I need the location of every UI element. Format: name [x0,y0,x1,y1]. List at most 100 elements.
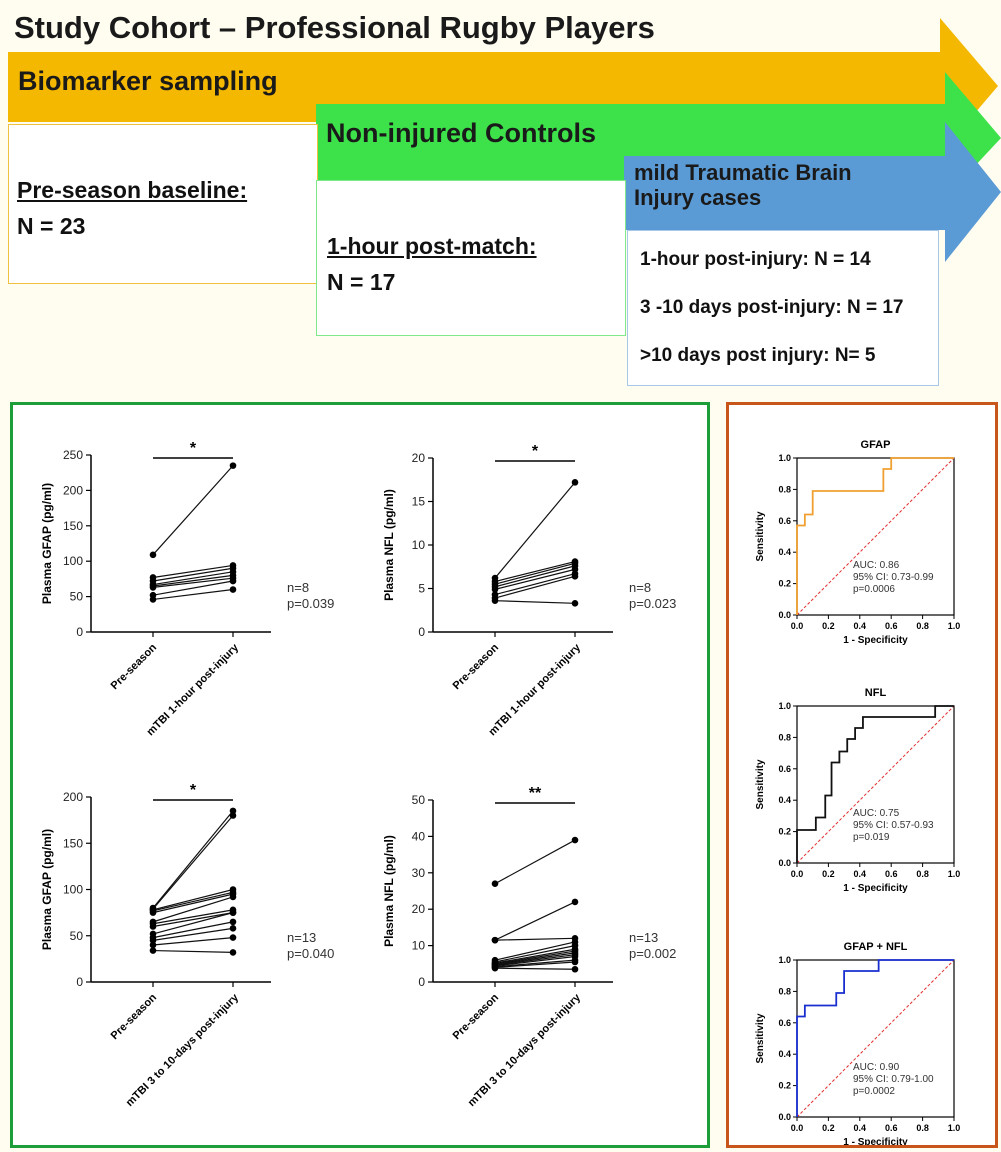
data-point [149,937,157,944]
postinjury-box: 1-hour post-injury: N = 14 3 -10 days po… [627,230,939,386]
mtbi-label-line1: mild Traumatic Brain [634,160,852,185]
x-tick-label: Pre-season [451,641,502,692]
paired-chart-2: 0 5 10 15 20 Plasma NFL (pg/ml) Pre-seasonmTBI… [382,443,676,738]
pair-line [494,967,576,970]
y-tick-label: 15 [412,495,426,509]
y-tick-label: 0 [418,625,425,639]
data-point [149,947,157,954]
data-point [491,880,499,888]
postinjury-item-1: 1-hour post-injury: N = 14 [640,249,871,270]
p-label: p=0.040 [287,946,334,961]
data-point [571,479,579,486]
pair-line [152,567,234,582]
pair-line [152,893,234,914]
x-axis-label: 1 - Specificity [843,635,908,646]
pair-line [152,465,234,556]
pair-line [152,588,234,601]
data-point [571,573,579,580]
y-tick-label: 0.0 [778,610,791,620]
pair-line [152,927,234,941]
x-tick-label: 0.8 [916,621,929,631]
significance-label: * [190,782,197,799]
y-tick-label: 0.4 [778,547,791,557]
pair-line [152,577,234,588]
y-tick-label: 200 [63,790,83,804]
postinjury-item-2: 3 -10 days post-injury: N = 17 [640,297,904,318]
pair-line [494,573,576,596]
y-tick-label: 5 [418,582,425,596]
roc-title: GFAP + NFL [844,941,908,953]
data-point [491,936,499,944]
x-tick-label: 0.2 [822,869,835,879]
y-tick-label: 0.2 [778,827,791,837]
y-axis-label: Sensitivity [755,759,766,809]
pair-line [494,955,576,967]
data-point [571,965,579,973]
pair-line [152,888,234,911]
roc-plots: 0.00.00.20.20.40.40.60.60.80.81.01.0GFAP… [755,439,961,1148]
roc-annotation: 95% CI: 0.73-0.99 [853,572,934,583]
n-label: n=8 [629,580,651,595]
x-tick-label: 0.2 [822,1123,835,1133]
x-tick-label: 1.0 [948,1123,961,1133]
roc-annotation: AUC: 0.90 [853,1062,900,1073]
y-tick-label: 0.8 [778,986,791,996]
roc-annotation: p=0.0002 [853,1086,895,1097]
x-tick-label: 0.8 [916,1123,929,1133]
y-tick-label: 0 [418,975,425,989]
x-tick-label: 1.0 [948,621,961,631]
y-tick-label: 0.8 [778,484,791,494]
y-tick-label: 0.2 [778,1081,791,1091]
x-tick-label: mTBI 1-hour post-injury [486,641,583,738]
reference-diagonal [796,457,955,616]
paired-chart-3: 0 50 100 150 200 Plasma GFAP (pg/ml) Pre-seaso… [40,782,334,1109]
x-tick-label: 0.2 [822,621,835,631]
data-point [149,923,157,930]
x-tick-label: 0.8 [916,869,929,879]
data-point [229,462,237,469]
data-point [229,812,237,819]
x-tick-label: 0.0 [791,869,804,879]
pair-line [494,959,576,968]
x-tick-label: 0.4 [854,869,867,879]
data-point [229,949,237,956]
y-tick-label: 30 [412,866,426,880]
reference-diagonal [796,959,955,1118]
significance-label: * [532,443,539,460]
controls-label: Non-injured Controls [326,118,596,148]
pair-line [152,580,234,596]
y-tick-label: 0.4 [778,795,791,805]
y-tick-label: 1.0 [778,955,791,965]
p-label: p=0.039 [287,596,334,611]
paired-plots-panel: 0 50 100 150 200 250 Plasma GFAP (pg/ml) Pre-se… [10,402,710,1148]
roc-annotation: p=0.0006 [853,584,895,595]
pair-line [152,909,234,925]
x-tick-label: 1.0 [948,869,961,879]
y-tick-label: 40 [412,829,426,843]
y-tick-label: 150 [63,836,83,850]
data-point [229,893,237,901]
y-tick-label: 250 [63,448,83,462]
y-tick-label: 0 [76,975,83,989]
pair-line [494,901,576,941]
data-point [229,918,237,926]
roc-annotation: AUC: 0.86 [853,560,900,571]
data-point [229,577,237,585]
x-tick-label: 0.6 [885,1123,898,1133]
baseline-heading: Pre-season baseline: [17,177,248,203]
roc-annotation: 95% CI: 0.57-0.93 [853,820,934,831]
y-tick-label: 100 [63,554,83,568]
data-point [149,909,157,916]
roc-chart-1: 0.00.0 0.2 0.2 0.4 0.4 0.6 0.6 0.8 0.8 1.0 1.0 GFAP… [755,439,960,646]
page-title: Study Cohort – Professional Rugby Player… [14,10,655,45]
roc-chart-2: 0.00.0 0.2 0.2 0.4 0.4 0.6 0.6 0.8 0.8 1.0 1.0 NFL 1… [755,687,960,894]
y-tick-label: 1.0 [778,701,791,711]
y-tick-label: 150 [63,519,83,533]
pair-line [494,954,576,966]
biomarker-label: Biomarker sampling [18,66,278,96]
data-point [571,599,579,607]
y-tick-label: 50 [70,929,84,943]
roc-annotation: p=0.019 [853,832,890,843]
data-point [229,586,237,593]
